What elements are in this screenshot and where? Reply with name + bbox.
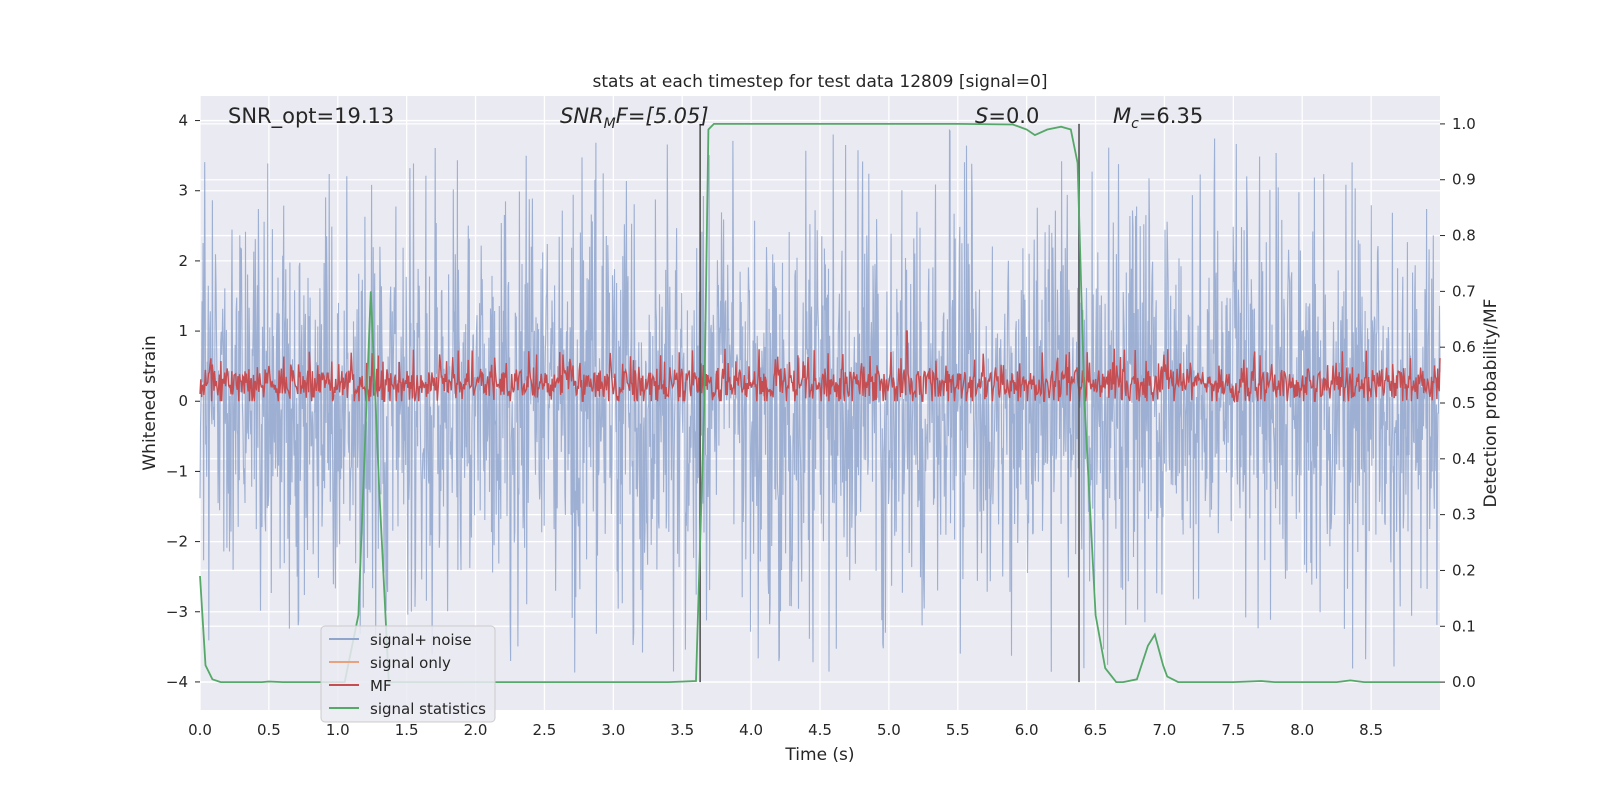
- legend-box: [320, 625, 496, 723]
- annotation-mc-base: M: [1113, 104, 1131, 128]
- x-tick-label: 4.5: [808, 721, 832, 739]
- annotation-mc-rest: =6.35: [1139, 104, 1203, 128]
- x-tick-labels: 0.0 0.5 1.0 1.5 2.0 2.5 3.0 3.5 4.0 4.5 5.0 5.5 6.0 6…: [188, 721, 1383, 739]
- x-tick-label: 6.5: [1084, 721, 1108, 739]
- annotation-snr-mf-sub: M: [604, 116, 616, 132]
- x-tick-label: 0.0: [188, 721, 212, 739]
- y-tick-label: −4: [166, 673, 188, 691]
- y-axis-label: Whitened strain: [140, 335, 160, 470]
- y-right-tick-label: 0.7: [1452, 282, 1476, 300]
- y-tick-label: 1: [178, 322, 188, 340]
- mf-line: [199, 330, 1441, 404]
- annotation-snr-mf-rest: F=[5.05]: [616, 104, 709, 128]
- legend-label-mf: MF: [370, 677, 392, 695]
- y-tick-label: 0: [178, 392, 188, 410]
- x-tick-label: 2.0: [464, 721, 488, 739]
- x-tick-label: 5.5: [946, 721, 970, 739]
- y-tick-label: 4: [178, 112, 188, 130]
- annotation-snr-mf: SNRMF=[5.05]: [560, 104, 709, 132]
- y-tick-label: 3: [178, 182, 188, 200]
- y-tick-labels: 4 3 2 1 0 −1 −2 −3 −4: [166, 112, 200, 691]
- y-right-tick-label: 0.1: [1452, 617, 1476, 635]
- annotation-s-base: S: [975, 104, 988, 128]
- y-right-tick-label: 1.0: [1452, 115, 1476, 133]
- annotation-s: S=0.0: [975, 104, 1039, 128]
- y-tick-label: −1: [166, 462, 188, 480]
- y-tick-label: 2: [178, 252, 188, 270]
- legend-label-signal-noise: signal+ noise: [370, 631, 472, 649]
- x-tick-label: 4.0: [739, 721, 763, 739]
- x-axis-label: Time (s): [784, 745, 854, 765]
- y-right-tick-label: 0.5: [1452, 394, 1476, 412]
- annotation-snr-mf-base: SNR: [560, 104, 604, 128]
- y-tick-label: −3: [166, 603, 188, 621]
- legend-label-signal-statistics: signal statistics: [370, 700, 486, 718]
- mf-trace: [199, 330, 1441, 404]
- annotation-snr-opt: SNR_opt=19.13: [228, 104, 394, 129]
- y-right-tick-label: 0.9: [1452, 171, 1476, 189]
- y-right-tick-labels: 1.0 0.9 0.8 0.7 0.6 0.5 0.4 0.3 0.2 0.1 0.0: [1440, 115, 1476, 691]
- signal-noise-line: [199, 128, 1441, 673]
- y-right-tick-label: 0.8: [1452, 227, 1476, 245]
- x-tick-label: 8.0: [1290, 721, 1314, 739]
- y-right-tick-label: 0.0: [1452, 673, 1476, 691]
- x-tick-label: 7.0: [1153, 721, 1177, 739]
- legend-label-signal-only: signal only: [370, 654, 451, 672]
- y-tick-label: −2: [166, 533, 188, 551]
- x-tick-label: 8.5: [1359, 721, 1383, 739]
- x-tick-label: 0.5: [257, 721, 281, 739]
- chart-title: stats at each timestep for test data 128…: [593, 72, 1048, 92]
- signal-noise-trace: [199, 128, 1441, 673]
- legend: signal+ noise signal only MF signal stat…: [320, 625, 496, 723]
- x-tick-label: 1.5: [395, 721, 419, 739]
- annotation-s-rest: =0.0: [988, 104, 1039, 128]
- y-right-tick-label: 0.2: [1452, 561, 1476, 579]
- annotation-mc-sub: c: [1131, 116, 1139, 132]
- y-right-tick-label: 0.6: [1452, 338, 1476, 356]
- x-tick-label: 2.5: [533, 721, 557, 739]
- x-tick-label: 3.0: [601, 721, 625, 739]
- x-tick-label: 3.5: [670, 721, 694, 739]
- y-right-axis-label: Detection probability/MF: [1481, 299, 1501, 508]
- annotation-mc: Mc=6.35: [1113, 104, 1203, 132]
- y-right-tick-label: 0.4: [1452, 450, 1476, 468]
- x-tick-label: 1.0: [326, 721, 350, 739]
- x-tick-label: 6.0: [1015, 721, 1039, 739]
- x-tick-label: 7.5: [1221, 721, 1245, 739]
- y-right-tick-label: 0.3: [1452, 506, 1476, 524]
- x-tick-label: 5.0: [877, 721, 901, 739]
